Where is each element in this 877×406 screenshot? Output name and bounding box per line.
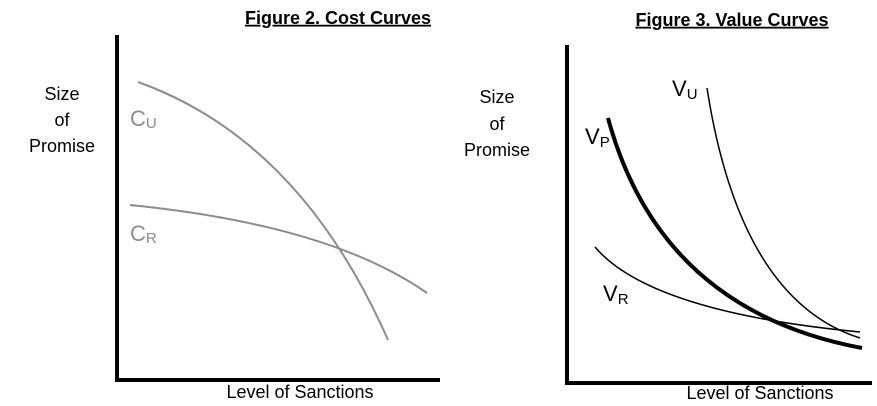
curve-label: VP — [585, 124, 610, 151]
x-label: Level of Sanctions — [226, 382, 373, 402]
y-label: Size — [479, 87, 514, 107]
y-label: of — [54, 110, 70, 130]
x-label: Level of Sanctions — [686, 383, 833, 403]
curve-label: VU — [672, 76, 698, 103]
y-label: Promise — [464, 140, 530, 160]
cost-curve — [129, 204, 428, 294]
y-label: of — [489, 114, 505, 134]
figure-title: Figure 3. Value Curves — [635, 10, 828, 30]
figure-title: Figure 2. Cost Curves — [245, 8, 431, 28]
y-label: Promise — [29, 136, 95, 156]
figure-2: Figure 2. Cost Curves Size of Promise Le… — [29, 8, 440, 402]
value-curve — [594, 246, 861, 333]
curve-label: VR — [603, 281, 629, 308]
cost-curve — [137, 81, 389, 341]
y-label: Size — [44, 84, 79, 104]
curve-label: CU — [130, 106, 157, 132]
curve-label: CR — [130, 221, 157, 247]
value-curve — [706, 87, 861, 339]
value-curve — [606, 117, 863, 350]
figure-3: Figure 3. Value Curves Size of Promise L… — [464, 10, 872, 403]
